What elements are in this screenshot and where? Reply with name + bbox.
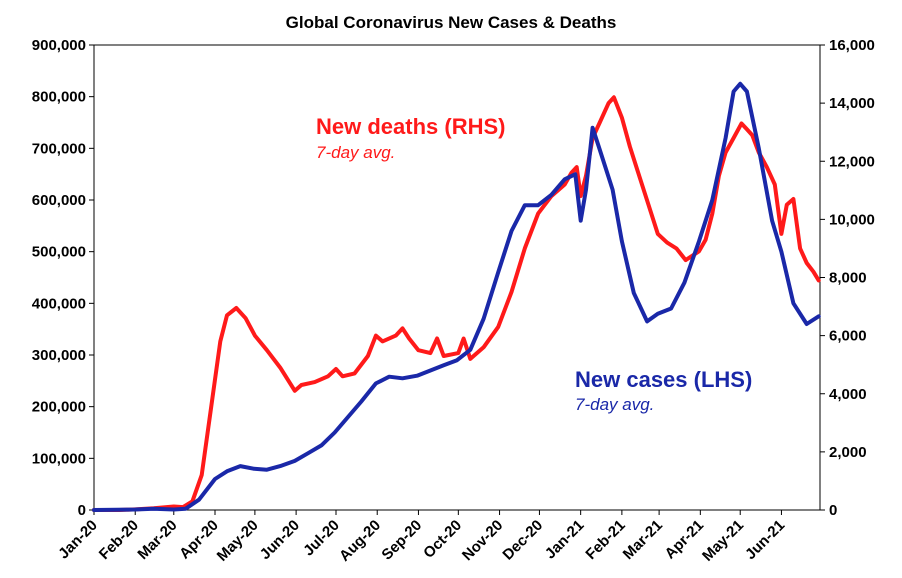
x-tick-label: Mar-20 [134,517,180,563]
cases-annotation-sub: 7-day avg. [575,395,654,414]
series-lines [92,81,821,512]
y-right-tick-label: 14,000 [829,95,875,112]
y-right-tick-label: 16,000 [829,37,875,54]
x-tick-label: Sep-20 [378,517,425,564]
x-tick-label: Feb-21 [582,517,628,563]
x-tick-label: Dec-20 [499,517,546,564]
y-right-tick-label: 6,000 [829,328,867,345]
x-tick-label: Jun-20 [257,517,303,563]
deaths-annotation: New deaths (RHS) [316,114,505,139]
y-right-tick-label: 8,000 [829,270,867,287]
y-left-tick-label: 500,000 [32,244,86,261]
y-right-tick-label: 4,000 [829,386,867,403]
x-tick-label: Oct-20 [420,517,465,562]
x-tick-label: Apr-20 [176,517,222,563]
y-left-tick-label: 400,000 [32,295,86,312]
x-tick-label: May-21 [699,517,747,565]
y-left-tick-label: 600,000 [32,192,86,209]
x-tick-label: Mar-21 [620,517,666,563]
y-left-tick-label: 900,000 [32,37,86,54]
x-tick-label: Nov-20 [459,517,506,564]
y-left-tick-label: 300,000 [32,347,86,364]
axes [89,44,825,515]
y-left-tick-label: 800,000 [32,89,86,106]
x-tick-label: Jun-21 [742,517,788,563]
x-tick-label: Aug-20 [336,517,384,565]
cases-annotation: New cases (LHS) [575,367,752,392]
y-left-tick-label: 700,000 [32,140,86,157]
series-line [92,95,821,512]
x-tick-label: Jan-21 [542,517,588,563]
chart-title: Global Coronavirus New Cases & Deaths [286,13,617,32]
x-tick-label: Feb-20 [96,517,142,563]
y-left-tick-label: 200,000 [32,399,86,416]
y-right-tick-label: 0 [829,502,837,519]
y-left-tick-label: 0 [78,502,86,519]
series-line [92,81,821,512]
y-right-tick-label: 10,000 [829,211,875,228]
y-left-tick-label: 100,000 [32,450,86,467]
x-tick-label: May-20 [214,517,262,565]
y-right-tick-label: 2,000 [829,444,867,461]
x-tick-label: Jan-20 [55,517,101,563]
x-tick-label: Apr-21 [662,517,708,563]
deaths-annotation-sub: 7-day avg. [316,143,395,162]
y-right-tick-label: 12,000 [829,153,875,170]
